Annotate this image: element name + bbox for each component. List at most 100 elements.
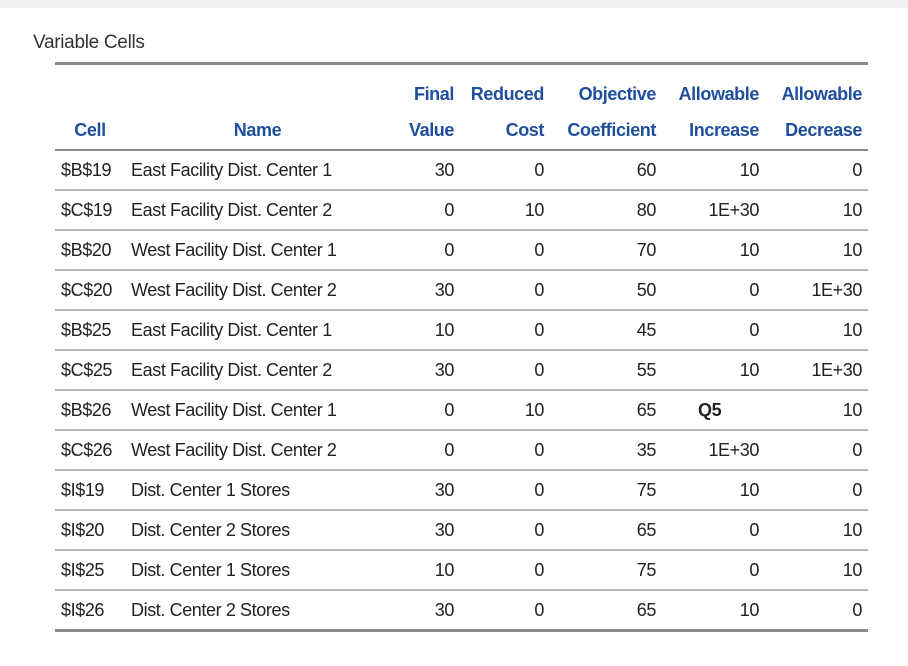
- column-header: Name: [125, 111, 390, 151]
- cell-ref: $B$25: [55, 310, 125, 351]
- cell-ref: $B$26: [55, 390, 125, 431]
- cell-value: 0: [390, 190, 460, 231]
- report-title: Variable Cells: [33, 32, 145, 53]
- cell-value: 65: [550, 590, 662, 632]
- cell-value: 0: [460, 350, 550, 391]
- cell-name: West Facility Dist. Center 1: [125, 390, 390, 431]
- cell-value: 1E+30: [662, 190, 765, 231]
- cell-value: 30: [390, 270, 460, 311]
- cell-value: 10: [390, 550, 460, 591]
- cell-value: 10: [765, 310, 868, 351]
- cell-value: 0: [390, 430, 460, 471]
- cell-ref: $I$19: [55, 470, 125, 511]
- cell-value: 10: [662, 590, 765, 632]
- cell-value: 30: [390, 590, 460, 632]
- cell-value: 10: [765, 510, 868, 551]
- cell-name: Dist. Center 2 Stores: [125, 590, 390, 632]
- cell-value: 10: [460, 190, 550, 231]
- cell-value: 10: [765, 550, 868, 591]
- table-body: $B$19 East Facility Dist. Center 1 30 0 60 10…: [55, 150, 868, 632]
- table-row: $B$19 East Facility Dist. Center 1 30 0 60 10…: [55, 150, 868, 191]
- cell-value: 0: [765, 150, 868, 191]
- cell-value: 10: [662, 350, 765, 391]
- column-header: Reduced: [460, 62, 550, 111]
- cell-value: 75: [550, 550, 662, 591]
- column-header: Final: [390, 62, 460, 111]
- cell-value: 80: [550, 190, 662, 231]
- table-row: $B$25 East Facility Dist. Center 1 10 0 45 0 1…: [55, 310, 868, 351]
- cell-value: 30: [390, 510, 460, 551]
- cell-value: 0: [460, 150, 550, 191]
- table-row: $I$25 Dist. Center 1 Stores 10 0 75 0 10: [55, 550, 868, 591]
- cell-value: 0: [765, 470, 868, 511]
- cell-value: 0: [460, 310, 550, 351]
- cell-value: 0: [662, 510, 765, 551]
- cell-name: Dist. Center 1 Stores: [125, 550, 390, 591]
- cell-value: 0: [662, 310, 765, 351]
- cell-name: West Facility Dist. Center 2: [125, 270, 390, 311]
- cell-name: West Facility Dist. Center 2: [125, 430, 390, 471]
- table-row: $C$20 West Facility Dist. Center 2 30 0 50 0 1…: [55, 270, 868, 311]
- table-row: $I$20 Dist. Center 2 Stores 30 0 65 0 10: [55, 510, 868, 551]
- table-row: $I$19 Dist. Center 1 Stores 30 0 75 10 0: [55, 470, 868, 511]
- column-header: Objective: [550, 62, 662, 111]
- cell-value: 0: [765, 590, 868, 632]
- cell-value: 10: [765, 390, 868, 431]
- cell-value: 1E+30: [765, 270, 868, 311]
- cell-value: 50: [550, 270, 662, 311]
- cell-value: 30: [390, 350, 460, 391]
- cell-value: 65: [550, 390, 662, 431]
- cell-value: 0: [390, 390, 460, 431]
- cell-value: 1E+30: [662, 430, 765, 471]
- top-bar: [0, 0, 908, 8]
- cell-ref: $I$26: [55, 590, 125, 632]
- cell-value: 0: [460, 510, 550, 551]
- cell-value: 0: [460, 230, 550, 271]
- table-header: Final Reduced Objective Allowable Allowable …: [55, 62, 868, 151]
- table-row: $B$20 West Facility Dist. Center 1 0 0 70 10 1…: [55, 230, 868, 271]
- table-row: $C$25 East Facility Dist. Center 2 30 0 55 10…: [55, 350, 868, 391]
- cell-value: 55: [550, 350, 662, 391]
- cell-ref: $I$20: [55, 510, 125, 551]
- variable-cells-table: Final Reduced Objective Allowable Allowable …: [55, 62, 868, 632]
- cell-value: 10: [390, 310, 460, 351]
- table-row: $C$26 West Facility Dist. Center 2 0 0 35 1E+…: [55, 430, 868, 471]
- empty-header: [55, 62, 125, 111]
- column-header: Value: [390, 111, 460, 151]
- cell-value: 45: [550, 310, 662, 351]
- header-row: Cell Name Value Cost Coefficient Increase Decr…: [55, 111, 868, 151]
- header-row: Final Reduced Objective Allowable Allowable: [55, 62, 868, 111]
- cell-value: 10: [662, 470, 765, 511]
- cell-value: 30: [390, 470, 460, 511]
- column-header: Coefficient: [550, 111, 662, 151]
- column-header: Increase: [662, 111, 765, 151]
- cell-value: 60: [550, 150, 662, 191]
- cell-ref: $B$19: [55, 150, 125, 191]
- cell-value: 10: [460, 390, 550, 431]
- cell-value: 70: [550, 230, 662, 271]
- column-header: Allowable: [662, 62, 765, 111]
- cell-ref: $C$25: [55, 350, 125, 391]
- cell-name: East Facility Dist. Center 1: [125, 150, 390, 191]
- column-header: Decrease: [765, 111, 868, 151]
- cell-ref: $C$26: [55, 430, 125, 471]
- cell-value: Q5: [662, 390, 765, 431]
- cell-name: East Facility Dist. Center 1: [125, 310, 390, 351]
- cell-name: West Facility Dist. Center 1: [125, 230, 390, 271]
- cell-name: East Facility Dist. Center 2: [125, 190, 390, 231]
- cell-value: 10: [765, 230, 868, 271]
- cell-value: 0: [460, 550, 550, 591]
- cell-value: 10: [765, 190, 868, 231]
- cell-value: 0: [460, 470, 550, 511]
- cell-value: 0: [460, 590, 550, 632]
- cell-ref: $B$20: [55, 230, 125, 271]
- cell-value: 0: [460, 270, 550, 311]
- cell-name: Dist. Center 1 Stores: [125, 470, 390, 511]
- column-header: Cell: [55, 111, 125, 151]
- cell-ref: $C$19: [55, 190, 125, 231]
- cell-value: 0: [765, 430, 868, 471]
- cell-name: Dist. Center 2 Stores: [125, 510, 390, 551]
- cell-ref: $C$20: [55, 270, 125, 311]
- cell-name: East Facility Dist. Center 2: [125, 350, 390, 391]
